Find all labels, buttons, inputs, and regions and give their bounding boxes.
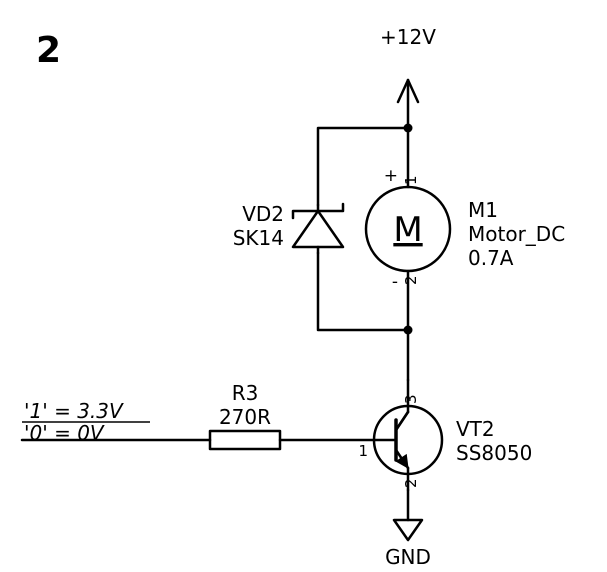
motor-plus: +	[384, 166, 398, 186]
motor-type: Motor_DC	[468, 222, 565, 246]
transistor-part: SS8050	[456, 441, 532, 465]
transistor-pin3: 3	[402, 394, 420, 404]
gnd-symbol	[394, 520, 422, 540]
diode-part: SK14	[233, 226, 284, 250]
input-high: '1' = 3.3V	[24, 399, 124, 423]
motor-symbol: M	[393, 210, 422, 250]
resistor-body	[210, 431, 280, 449]
resistor-ref: R3	[232, 381, 259, 405]
resistor-value: 270R	[219, 405, 271, 429]
motor-pin1: 1	[402, 175, 420, 185]
diode-triangle	[293, 211, 343, 247]
figure-number: 2	[36, 30, 61, 71]
motor-pin2: 2	[402, 275, 420, 285]
supply-label: +12V	[380, 25, 436, 49]
diode-ref: VD2	[242, 202, 284, 226]
motor-ref: M1	[468, 198, 498, 222]
motor-current: 0.7A	[468, 246, 514, 270]
input-low: '0' = 0V	[24, 421, 105, 445]
transistor-emitter-arrow	[396, 455, 408, 468]
transistor-collector-diag	[396, 412, 408, 430]
gnd-label: GND	[385, 545, 431, 569]
motor-minus: -	[392, 272, 398, 292]
transistor-pin1: 1	[358, 442, 368, 460]
transistor-ref: VT2	[456, 417, 495, 441]
transistor-pin2: 2	[402, 478, 420, 488]
